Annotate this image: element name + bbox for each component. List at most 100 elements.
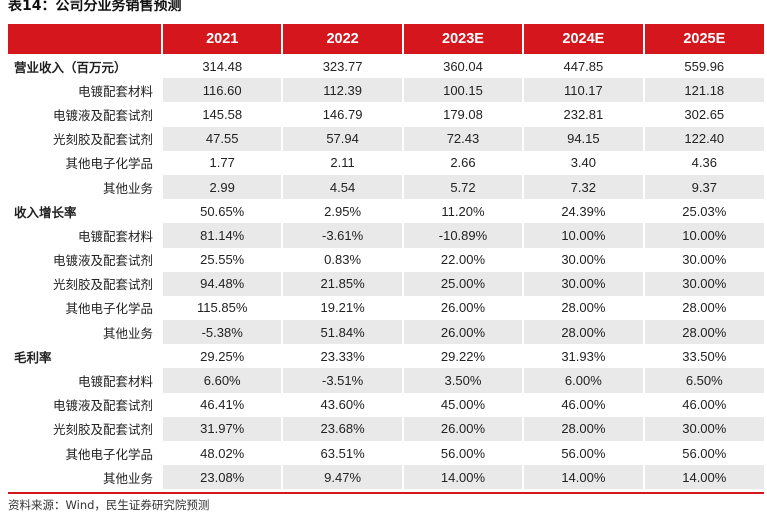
value-cell: 1.77 (160, 150, 283, 175)
table-row: 其他业务 23.08% 9.47% 14.00% 14.00% 14.00% (8, 465, 764, 490)
source-note: 资料来源：Wind，民生证券研究院预测 (8, 498, 210, 512)
table-row: 光刻胶及配套试剂 31.97% 23.68% 26.00% 28.00% 30.00% (8, 416, 764, 441)
value-cell: 10.00% (642, 223, 764, 248)
value-cell: 23.68% (281, 416, 403, 441)
row-label: 电镀液及配套试剂 (52, 398, 153, 414)
value-cell: 28.00% (642, 320, 764, 345)
value-cell: 146.79 (281, 102, 403, 127)
value-cell: 121.18 (642, 78, 764, 103)
value-cell: 10.00% (522, 223, 644, 248)
value-cell: 2.95% (281, 199, 403, 224)
table-row: 电镀配套材料 6.60% -3.51% 3.50% 6.00% 6.50% (8, 368, 764, 393)
value-cell: 30.00% (642, 271, 764, 296)
value-cell: 145.58 (160, 102, 283, 127)
value-cell: 112.39 (281, 78, 403, 103)
header-cell-2024e: 2024E (522, 24, 644, 54)
header-cell-2021: 2021 (160, 24, 283, 54)
value-cell: 14.00% (642, 465, 764, 490)
table-row: 电镀液及配套试剂 145.58 146.79 179.08 232.81 302.65 (8, 102, 764, 127)
row-label: 电镀配套材料 (8, 78, 162, 103)
value-cell: 57.94 (281, 126, 403, 151)
value-cell: 2.99 (160, 174, 283, 200)
table-row: 毛利率 29.25% 23.33% 29.22% 31.93% 33.50% (8, 344, 764, 369)
value-cell: 3.50% (401, 368, 524, 393)
value-cell: 25.55% (160, 247, 283, 272)
value-cell: 30.00% (642, 416, 764, 441)
table-row: 光刻胶及配套试剂 47.55 57.94 72.43 94.15 122.40 (8, 126, 764, 151)
value-cell: 94.15 (522, 126, 644, 151)
value-cell: 26.00% (401, 320, 524, 345)
value-cell: -10.89% (401, 223, 524, 248)
section-label: 毛利率 (14, 349, 52, 365)
value-cell: 360.04 (401, 54, 524, 79)
value-cell: 29.22% (401, 344, 524, 369)
table-row: 收入增长率 50.65% 2.95% 11.20% 24.39% 25.03% (8, 199, 764, 224)
row-label: 电镀配套材料 (8, 223, 162, 248)
value-cell: 46.00% (522, 392, 644, 417)
row-label: 电镀液及配套试剂 (52, 253, 153, 269)
value-cell: 25.03% (642, 199, 764, 224)
table-body: 营业收入（百万元） 314.48 323.77 360.04 447.85 559.96 电… (8, 54, 764, 490)
value-cell: 46.41% (160, 392, 283, 417)
value-cell: 56.00% (522, 441, 644, 466)
table-row: 其他电子化学品 1.77 2.11 2.66 3.40 4.36 (8, 150, 764, 175)
value-cell: 29.25% (160, 344, 283, 369)
value-cell: 4.36 (642, 150, 764, 175)
table-row: 光刻胶及配套试剂 94.48% 21.85% 25.00% 30.00% 30.00% (8, 271, 764, 296)
value-cell: 46.00% (642, 392, 764, 417)
value-cell: 50.65% (160, 199, 283, 224)
value-cell: 19.21% (281, 295, 403, 321)
table-row: 电镀配套材料 116.60 112.39 100.15 110.17 121.18 (8, 78, 764, 103)
value-cell: 232.81 (522, 102, 644, 127)
value-cell: -3.51% (281, 368, 403, 393)
header-cell-blank (8, 24, 162, 54)
value-cell: 2.11 (281, 150, 403, 175)
value-cell: 47.55 (160, 126, 283, 151)
value-cell: 179.08 (401, 102, 524, 127)
table-bottom-rule (8, 492, 764, 494)
row-label: 其他电子化学品 (65, 301, 153, 317)
value-cell: 559.96 (642, 54, 764, 79)
value-cell: 45.00% (401, 392, 524, 417)
value-cell: 6.50% (642, 368, 764, 393)
value-cell: 25.00% (401, 271, 524, 296)
value-cell: 30.00% (522, 271, 644, 296)
sales-forecast-table: 2021 2022 2023E 2024E 2025E 营业收入（百万元） 314… (8, 24, 764, 490)
value-cell: 122.40 (642, 126, 764, 151)
value-cell: 51.84% (281, 320, 403, 345)
value-cell: 9.47% (281, 465, 403, 490)
value-cell: 81.14% (160, 223, 283, 248)
value-cell: 28.00% (522, 416, 644, 441)
row-label: 其他电子化学品 (65, 446, 153, 462)
value-cell: 323.77 (281, 54, 403, 79)
value-cell: 6.60% (160, 368, 283, 393)
table-row: 电镀配套材料 81.14% -3.61% -10.89% 10.00% 10.00% (8, 223, 764, 248)
value-cell: 14.00% (522, 465, 644, 490)
value-cell: 2.66 (401, 150, 524, 175)
table-row: 营业收入（百万元） 314.48 323.77 360.04 447.85 559.96 (8, 54, 764, 79)
table-row: 电镀液及配套试剂 25.55% 0.83% 22.00% 30.00% 30.00% (8, 247, 764, 272)
value-cell: 5.72 (401, 174, 524, 200)
header-cell-2023e: 2023E (401, 24, 524, 54)
value-cell: 56.00% (642, 441, 764, 466)
value-cell: 22.00% (401, 247, 524, 272)
row-label: 其他业务 (8, 320, 162, 345)
value-cell: 6.00% (522, 368, 644, 393)
value-cell: 31.97% (160, 416, 283, 441)
header-cell-2022: 2022 (281, 24, 403, 54)
value-cell: 314.48 (160, 54, 283, 79)
value-cell: 4.54 (281, 174, 403, 200)
header-cell-2025e: 2025E (642, 24, 764, 54)
value-cell: 447.85 (522, 54, 644, 79)
value-cell: 14.00% (401, 465, 524, 490)
value-cell: 26.00% (401, 416, 524, 441)
value-cell: 11.20% (401, 199, 524, 224)
value-cell: 100.15 (401, 78, 524, 103)
row-label: 电镀液及配套试剂 (52, 107, 153, 123)
value-cell: 28.00% (522, 295, 644, 321)
value-cell: 94.48% (160, 271, 283, 296)
section-label: 营业收入（百万元） (14, 59, 127, 75)
table-row: 电镀液及配套试剂 46.41% 43.60% 45.00% 46.00% 46.00% (8, 392, 764, 417)
row-label: 光刻胶及配套试剂 (8, 126, 162, 151)
